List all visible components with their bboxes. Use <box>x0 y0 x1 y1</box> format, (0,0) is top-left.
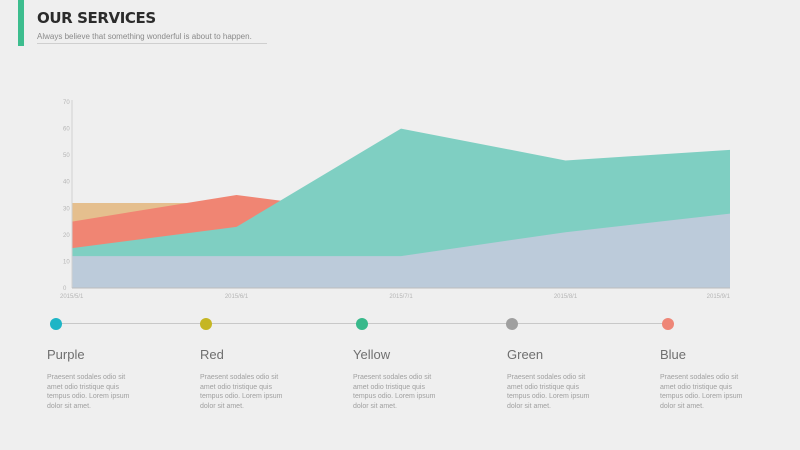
category-desc-yellow: Praesent sodales odio sit amet odio tris… <box>353 374 436 410</box>
area-chart: 0 10 20 30 40 50 60 70 2015/5/1 2015/6/1 2015/7/1… <box>60 100 731 300</box>
category-desc-purple: Praesent sodales odio sit amet odio tris… <box>47 374 130 410</box>
category-desc-blue: Praesent sodales odio sit amet odio tris… <box>660 374 743 410</box>
title-underline <box>37 43 267 44</box>
timeline-dot-blue <box>662 318 674 330</box>
y-tick-label: 20 <box>63 233 70 239</box>
page-subtitle: Always believe that something wonderful … <box>37 32 252 41</box>
chart-areas <box>72 128 730 288</box>
y-tick-label: 0 <box>63 286 67 292</box>
timeline-dot-red <box>200 318 212 330</box>
y-tick-label: 30 <box>63 206 70 212</box>
y-tick-labels: 0 10 20 30 40 50 60 70 <box>63 100 70 292</box>
category-label-yellow: Yellow <box>353 347 391 362</box>
y-tick-label: 60 <box>63 127 70 133</box>
page-title: OUR SERVICES <box>37 9 156 27</box>
x-tick-label: 2015/9/1 <box>707 294 731 300</box>
category-label-purple: Purple <box>47 347 85 362</box>
x-tick-label: 2015/8/1 <box>554 294 578 300</box>
timeline-dot-green <box>506 318 518 330</box>
x-tick-label: 2015/6/1 <box>225 294 249 300</box>
x-tick-labels: 2015/5/1 2015/6/1 2015/7/1 2015/8/1 2015/9/1 <box>60 294 731 300</box>
y-tick-label: 50 <box>63 153 70 159</box>
category-desc-green: Praesent sodales odio sit amet odio tris… <box>507 374 590 410</box>
timeline-dot-yellow <box>356 318 368 330</box>
y-tick-label: 40 <box>63 180 70 186</box>
area-series-4 <box>72 213 730 288</box>
timeline-dot-purple <box>50 318 62 330</box>
y-tick-label: 70 <box>63 100 70 106</box>
y-tick-label: 10 <box>63 259 70 265</box>
x-tick-label: 2015/7/1 <box>389 294 413 300</box>
title-accent-bar <box>18 0 24 46</box>
category-desc-red: Praesent sodales odio sit amet odio tris… <box>200 374 283 410</box>
category-label-green: Green <box>507 347 544 362</box>
category-label-blue: Blue <box>660 347 687 362</box>
category-label-red: Red <box>200 347 224 362</box>
x-tick-label: 2015/5/1 <box>60 294 84 300</box>
